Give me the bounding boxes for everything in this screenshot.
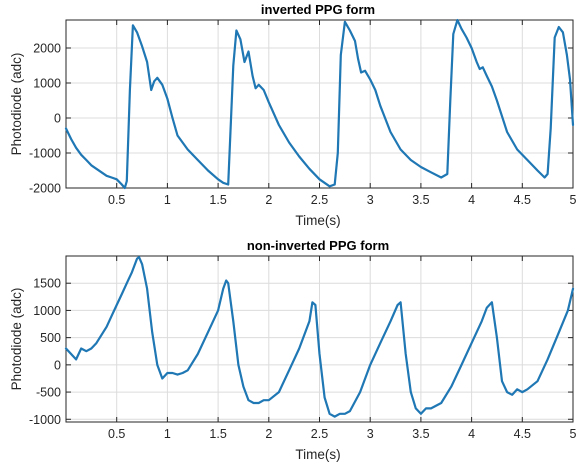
chart-1-xlabel: Time(s): [295, 213, 340, 228]
chart-1-xtick-label: 3: [367, 193, 374, 207]
chart-2-xtick-label: 3.5: [412, 427, 429, 441]
chart-2-ylabel: Photodiode (adc): [9, 288, 24, 391]
chart-1-xtick-label: 4: [468, 193, 475, 207]
chart-1-xtick-label: 4.5: [514, 193, 531, 207]
chart-2-xtick-label: 5: [570, 427, 577, 441]
chart-1-ytick-label: -2000: [29, 182, 61, 196]
chart-2-xtick-label: 2.5: [311, 427, 328, 441]
chart-2-xlabel: Time(s): [295, 447, 340, 462]
chart-2-ytick-label: 500: [40, 331, 61, 345]
chart-2-ytick-label: 1000: [33, 304, 61, 318]
chart-2-xtick-label: 4: [468, 427, 475, 441]
chart-2-xtick-label: 0.5: [108, 427, 125, 441]
chart-1-ytick-labels: -2000 -1000 0 1000 2000: [29, 42, 61, 196]
chart-2-xtick-label: 1.5: [209, 427, 226, 441]
chart-1-xtick-labels: 0.5 1 1.5 2 2.5 3 3.5 4 4.5 5: [108, 193, 577, 207]
chart-1-title: inverted PPG form: [261, 2, 375, 17]
chart-1-xtick-label: 1.5: [209, 193, 226, 207]
chart-1-xtick-label: 0.5: [108, 193, 125, 207]
chart-2-ytick-labels: -1000 -500 0 500 1000 1500: [29, 277, 61, 427]
chart-2-ytick-label: -500: [36, 386, 61, 400]
chart-2-ytick-label: -1000: [29, 413, 61, 427]
chart-2-series-line: [64, 256, 575, 418]
chart-1-series-line: [64, 18, 575, 190]
chart-1-ylabel: Photodiode (adc): [9, 53, 24, 156]
chart-2-xtick-label: 2: [265, 427, 272, 441]
chart-2-title: non-inverted PPG form: [247, 238, 389, 253]
chart-1-xtick-label: 2: [265, 193, 272, 207]
chart-2-xtick-labels: 0.5 1 1.5 2 2.5 3 3.5 4 4.5 5: [108, 427, 577, 441]
chart-2-ytick-label: 0: [54, 358, 61, 372]
chart-1-ytick-label: 1000: [33, 77, 61, 91]
chart-1-xtick-label: 1: [164, 193, 171, 207]
chart-1: inverted PPG form 0.5 1 1.5 2 2.5 3 3.5 4 4.5 5 -…: [9, 2, 577, 228]
chart-1-ticks: [66, 20, 574, 189]
chart-2-xtick-label: 3: [367, 427, 374, 441]
chart-2-ytick-label: 1500: [33, 277, 61, 291]
chart-1-ytick-label: -1000: [29, 147, 61, 161]
chart-1-ytick-label: 2000: [33, 42, 61, 56]
chart-2: non-inverted PPG form 0.5 1 1.5 2 2.5 3 3.5 4 4.…: [9, 238, 577, 462]
chart-1-xtick-label: 5: [570, 193, 577, 207]
chart-2-ticks: [66, 256, 574, 422]
chart-2-grid: [66, 256, 574, 422]
chart-2-xtick-label: 1: [164, 427, 171, 441]
chart-1-ytick-label: 0: [54, 112, 61, 126]
chart-2-xtick-label: 4.5: [514, 427, 531, 441]
chart-1-xtick-label: 2.5: [311, 193, 328, 207]
chart-1-xtick-label: 3.5: [412, 193, 429, 207]
